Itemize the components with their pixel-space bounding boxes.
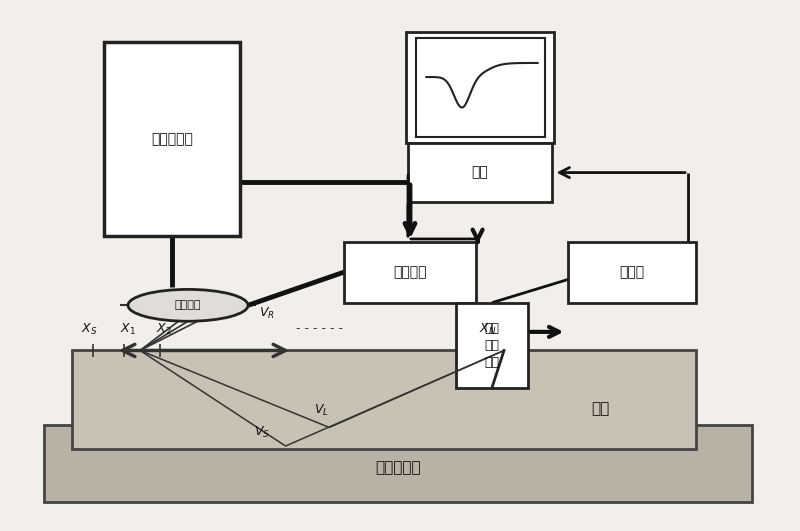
- Bar: [416, 38, 545, 137]
- Text: 柱面透镜: 柱面透镜: [174, 301, 202, 310]
- Bar: [72, 350, 696, 449]
- Text: 超声
探测
装置: 超声 探测 装置: [485, 322, 499, 369]
- Bar: [568, 242, 696, 303]
- Text: $\it{V}_L$: $\it{V}_L$: [314, 403, 329, 418]
- Text: $\it{X}_S$: $\it{X}_S$: [81, 322, 97, 337]
- Text: 示波器: 示波器: [619, 265, 645, 279]
- Bar: [408, 143, 552, 202]
- Text: $\it{V}_S$: $\it{V}_S$: [254, 425, 270, 440]
- Text: 脉冲激光器: 脉冲激光器: [151, 132, 193, 147]
- Text: 步进电机: 步进电机: [394, 265, 426, 279]
- Bar: [344, 242, 476, 303]
- Bar: [406, 32, 554, 143]
- Ellipse shape: [128, 289, 248, 321]
- Text: $\it{X}_2$: $\it{X}_2$: [156, 322, 172, 337]
- Text: 电脑: 电脑: [472, 166, 488, 179]
- Text: $\it{V}_R$: $\it{V}_R$: [259, 306, 275, 321]
- Text: 样品: 样品: [591, 401, 609, 416]
- Text: 恒温加热器: 恒温加热器: [374, 460, 421, 475]
- Text: $\it{X}_N$: $\it{X}_N$: [479, 322, 497, 337]
- Text: - - - - - -: - - - - - -: [296, 322, 342, 335]
- Bar: [456, 303, 528, 388]
- Bar: [44, 425, 752, 502]
- Bar: [104, 42, 240, 236]
- Text: $\it{X}_1$: $\it{X}_1$: [120, 322, 136, 337]
